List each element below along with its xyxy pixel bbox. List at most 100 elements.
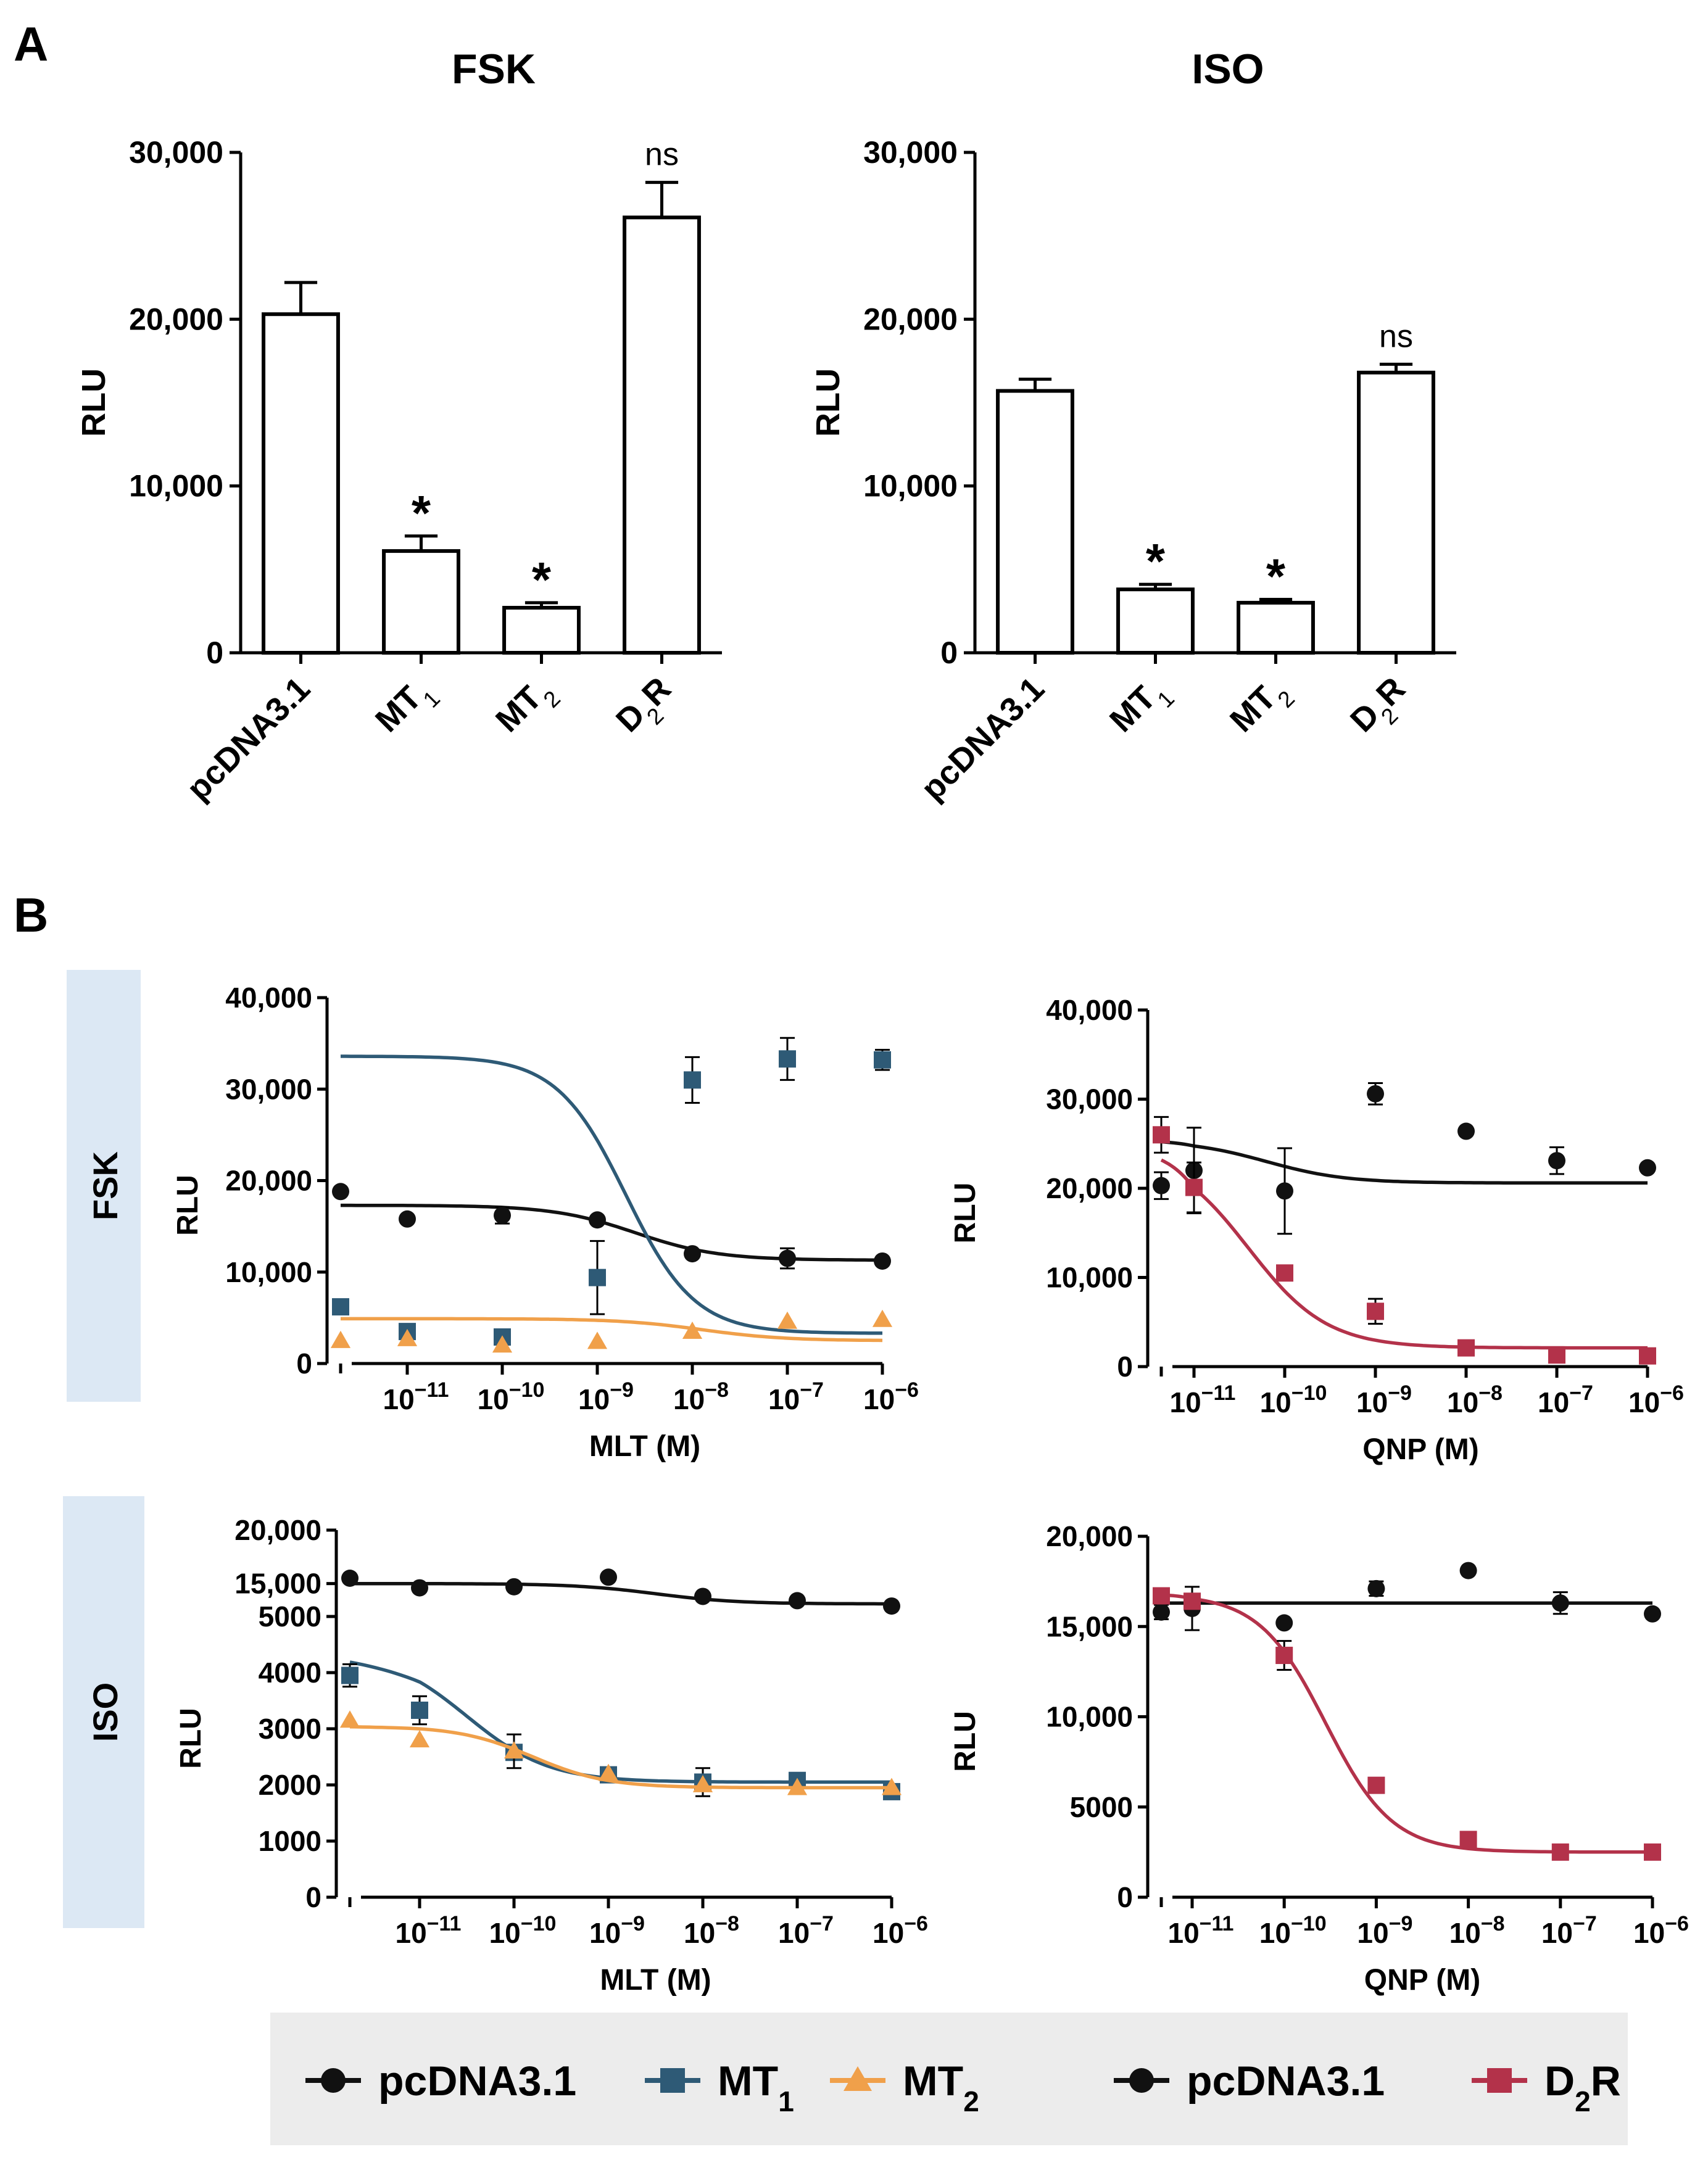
y-tick-label: 0 [206,635,223,670]
series-mt2 [330,1309,893,1353]
y-axis-label: RLU [175,1708,207,1769]
x-category-label: MT1 [368,670,445,747]
x-tick-label: 10−8 [673,1378,729,1415]
y-tick-label: 40,000 [225,982,312,1014]
y-tick-label: 0 [940,635,958,670]
data-point [589,1269,606,1286]
panel-label-a: A [14,17,48,71]
y-axis-label: RLU [75,368,112,437]
x-category-label: MT1 [1103,670,1179,747]
bar [996,389,1074,655]
series-d2r [1153,1587,1661,1861]
fit-curve [1160,1158,1648,1350]
data-point [1153,1126,1170,1144]
panel-label-b: B [14,888,48,942]
data-point [1275,1647,1293,1665]
x-axis-label: MLT (M) [600,1964,711,1997]
x-category-label: D2R [609,670,686,747]
legend-label: pcDNA3.1 [378,2058,576,2105]
data-point [694,1587,711,1605]
data-point [874,1252,891,1270]
y-tick-label: 15,000 [1046,1610,1133,1642]
data-point [787,1778,808,1795]
x-tick-label: 10−10 [1259,1912,1327,1949]
bar [262,312,340,655]
data-point [1185,1178,1203,1196]
x-tick-label: 10−6 [863,1378,919,1415]
data-point [339,1710,360,1728]
x-tick-label: 10−7 [1538,1381,1593,1418]
data-point [1367,1776,1385,1794]
data-point [684,1071,701,1089]
significance-label: * [1266,548,1286,603]
y-tick-label: 30,000 [863,135,958,170]
x-tick-label: 10−10 [1260,1381,1327,1418]
data-point [660,2068,685,2093]
y-tick-label: 5000 [259,1600,321,1633]
data-point [411,1701,428,1719]
bar-chart-iso: ISO 0 10,000 20,000 30,000 RLU pcDNA3.1 * MT1 * MT… [810,46,1456,808]
legend-item: pcDNA3.1 [1114,2058,1385,2105]
x-tick-label: 10−10 [489,1912,557,1949]
data-point [777,1311,798,1329]
data-point [1644,1843,1661,1861]
x-tick-label: 10−11 [396,1912,462,1949]
y-tick-label: 0 [1117,1351,1133,1383]
x-tick-label: 10−8 [684,1912,739,1949]
bar [382,549,460,655]
data-point [341,1570,359,1587]
y-tick-label: 15,000 [234,1568,321,1600]
y-tick-label: 30,000 [129,135,223,170]
legend-background [270,2013,1628,2145]
x-axis-label: QNP (M) [1362,1433,1478,1466]
series-mt1 [341,1660,900,1800]
bar-chart-fsk: FSK 0 10,000 20,000 30,000 RLU pcDNA3.1 * MT1 * MT… [75,46,722,808]
data-point [779,1249,796,1267]
y-tick-label: 0 [305,1881,321,1913]
x-axis-label: QNP (M) [1364,1964,1480,1997]
fit-curve [341,1203,883,1262]
y-tick-label: 20,000 [863,302,958,336]
data-point [330,1330,351,1348]
series-pcdna3.1 [1153,1562,1661,1632]
fit-curve [349,1660,892,1784]
series-d2r [1153,1115,1656,1365]
data-point [789,1592,806,1610]
data-point [399,1210,416,1228]
data-point [1548,1346,1565,1364]
data-point [1367,1085,1384,1103]
data-point [321,2068,346,2093]
side-label-iso: ISO [86,1683,125,1742]
data-point [1153,1587,1170,1605]
y-tick-label: 4000 [259,1657,321,1689]
bar [502,606,581,655]
data-point [684,1245,701,1263]
x-tick-label: 10−9 [589,1912,645,1949]
x-tick-label: 10−8 [1449,1912,1505,1949]
y-tick-label: 10,000 [1046,1701,1133,1733]
side-label-fsk: FSK [86,1151,125,1220]
legend-label: MT2 [903,2058,979,2117]
legend-label: pcDNA3.1 [1187,2058,1385,2105]
fit-curve [350,1581,892,1606]
fit-curve [1161,1593,1653,1854]
dose-response-fsk-qnp: 0 10,000 20,000 30,000 40,000 RLU 10−11 10−10 10… [949,994,1684,1466]
data-point [332,1298,349,1316]
data-point [1367,1302,1384,1320]
x-category-label: pcDNA3.1 [180,670,317,808]
y-tick-label: 2000 [259,1769,321,1801]
data-point [409,1730,430,1748]
data-point [1644,1605,1661,1623]
y-tick-label: 40,000 [1046,994,1133,1026]
data-point [1487,2068,1512,2093]
data-point [1153,1603,1170,1621]
y-tick-label: 10,000 [129,469,223,503]
x-tick-label: 10−7 [768,1378,824,1415]
data-point [492,1335,513,1353]
data-point [1184,1592,1201,1610]
bar [623,215,701,655]
bar [1357,370,1435,655]
y-tick-label: 20,000 [234,1514,321,1546]
